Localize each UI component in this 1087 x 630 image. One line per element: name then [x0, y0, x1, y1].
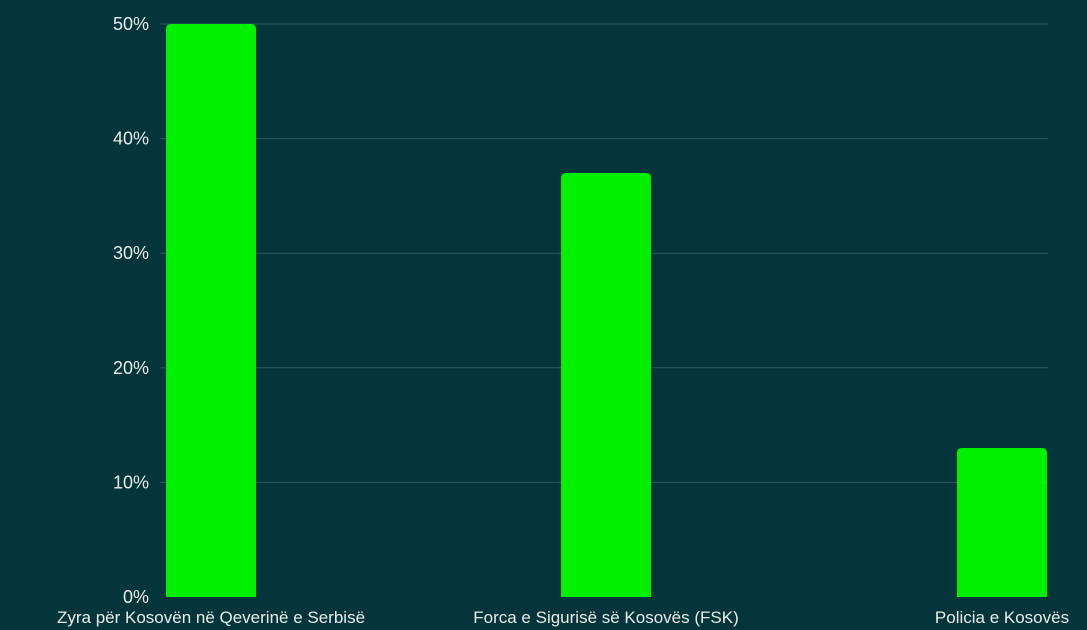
x-axis-labels: Zyra për Kosovën në Qeverinë e Serbisë Fo… — [57, 608, 1069, 627]
bars — [166, 24, 1047, 598]
x-category-label: Policia e Kosovës — [935, 608, 1069, 627]
y-tick-label: 50% — [113, 14, 149, 34]
bar — [561, 172, 651, 598]
y-tick-label: 10% — [113, 472, 149, 492]
y-tick-label: 0% — [123, 587, 149, 607]
bar — [957, 448, 1047, 597]
y-axis-ticks: 0% 10% 20% 30% 40% 50% — [113, 14, 149, 607]
bar — [166, 24, 256, 597]
x-category-label: Forca e Sigurisë së Kosovës (FSK) — [473, 608, 738, 627]
y-tick-label: 20% — [113, 358, 149, 378]
y-tick-label: 30% — [113, 243, 149, 263]
x-category-label: Zyra për Kosovën në Qeverinë e Serbisë — [57, 608, 365, 627]
y-tick-label: 40% — [113, 129, 149, 149]
